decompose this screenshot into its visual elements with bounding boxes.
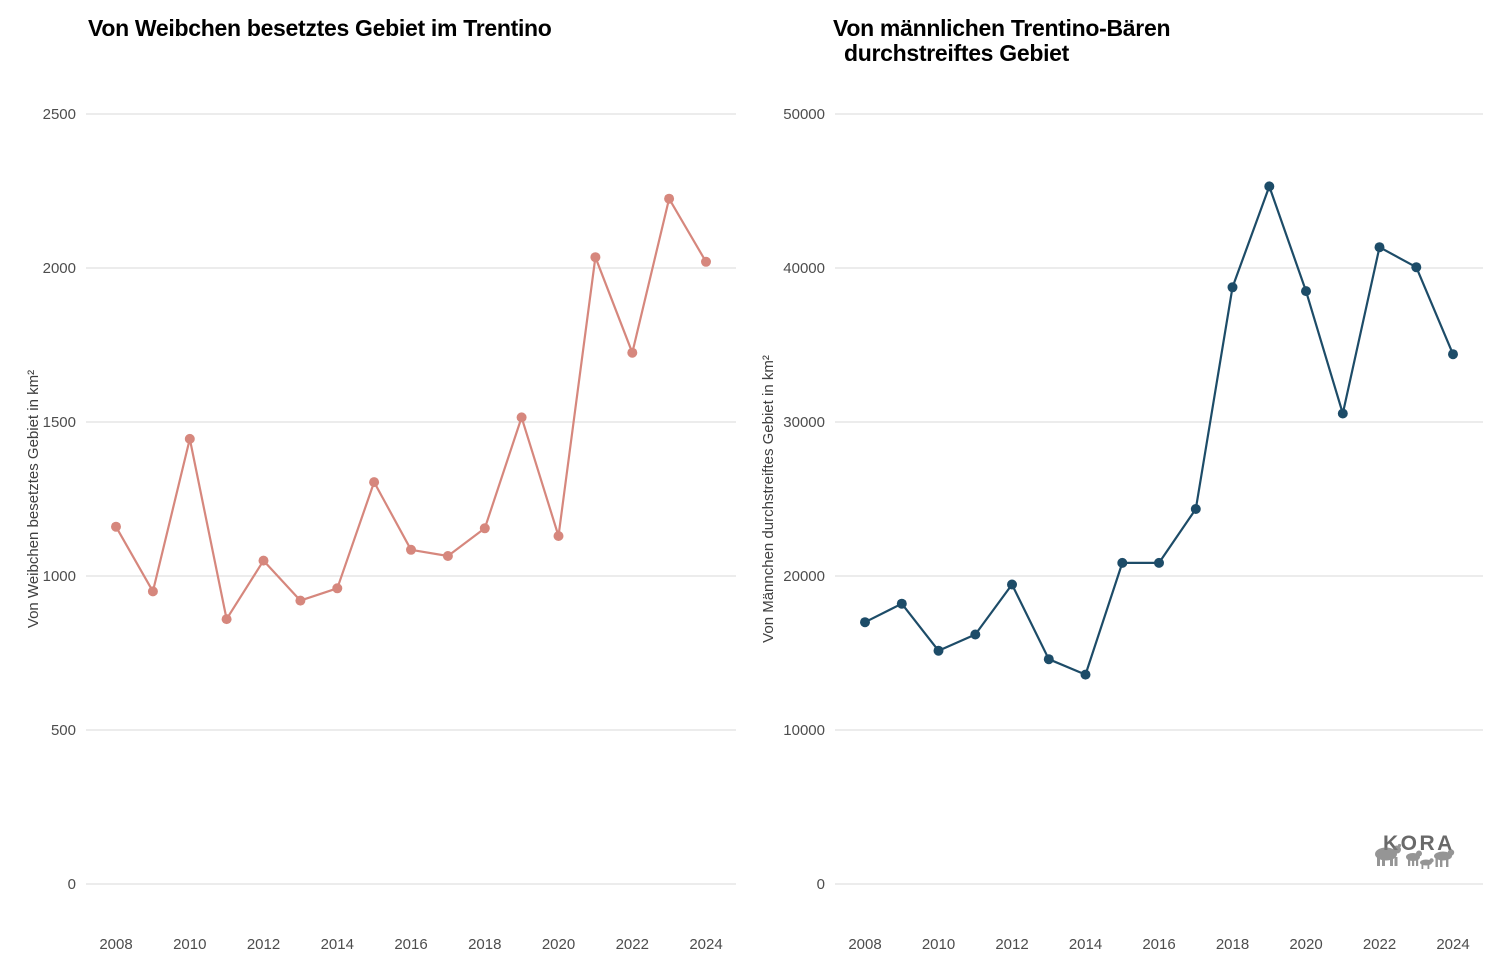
y-tick-label: 2000 — [43, 260, 76, 277]
data-point — [295, 595, 306, 606]
data-point — [1007, 579, 1017, 590]
data-point — [896, 598, 907, 609]
kora-logo: KORA — [1375, 832, 1455, 869]
data-point — [1043, 654, 1054, 665]
data-point — [369, 477, 380, 488]
x-tick-label: 2020 — [542, 936, 575, 953]
x-tick-label: 2008 — [99, 936, 132, 953]
x-tick-label: 2018 — [468, 936, 501, 953]
data-point — [184, 433, 195, 444]
x-tick-label: 2022 — [616, 936, 649, 953]
x-tick-label: 2022 — [1363, 936, 1396, 953]
data-point — [701, 256, 711, 267]
data-point — [1301, 286, 1311, 297]
y-tick-label: 0 — [68, 876, 76, 893]
x-tick-label: 2010 — [173, 936, 206, 953]
data-point — [1337, 408, 1348, 419]
x-tick-label: 2016 — [1142, 936, 1175, 953]
data-point — [147, 586, 158, 597]
data-point — [479, 523, 490, 534]
right-chart-title-line1: Von männlichen Trentino-Bären — [833, 15, 1170, 41]
series-line — [863, 185, 1455, 676]
data-point — [553, 531, 564, 541]
data-point — [516, 412, 527, 423]
data-point — [1264, 181, 1275, 192]
data-point — [970, 629, 981, 640]
series-line — [114, 197, 708, 621]
y-tick-label: 30000 — [783, 414, 825, 431]
chart-panel: 0 500 1000 1500 2000 2500 2008 2010 2012 2014 2016… — [43, 106, 736, 953]
y-tick-label: 40000 — [783, 260, 825, 277]
data-point — [332, 583, 343, 594]
data-point — [1411, 262, 1422, 273]
data-point — [860, 617, 870, 628]
chart-panel: 0 10000 20000 30000 40000 50000 2008 2010 2012 20… — [783, 106, 1483, 953]
y-tick-label: 0 — [817, 876, 825, 893]
data-point — [442, 551, 453, 561]
data-point — [1154, 557, 1164, 568]
chart-panels: 0 500 1000 1500 2000 2500 2008 2010 2012 2014 2016… — [43, 106, 1483, 953]
data-point — [1080, 669, 1091, 680]
left-chart-title: Von Weibchen besetztes Gebiet im Trentin… — [88, 15, 552, 41]
x-tick-label: 2016 — [394, 936, 427, 953]
animal-silhouettes-icon — [1375, 843, 1455, 869]
data-point — [627, 347, 638, 358]
data-point — [590, 252, 601, 263]
data-point — [664, 193, 675, 204]
data-point — [406, 544, 416, 555]
x-tick-label: 2012 — [247, 936, 280, 953]
right-y-axis-title: Von Männchen durchstreiftes Gebiet in km… — [760, 355, 777, 643]
y-tick-label: 1000 — [43, 568, 76, 585]
y-tick-label: 1500 — [43, 414, 76, 431]
right-chart-title-line2: durchstreiftes Gebiet — [844, 40, 1070, 66]
y-tick-label: 2500 — [43, 106, 76, 123]
data-point — [258, 555, 269, 566]
data-point — [933, 645, 944, 656]
y-tick-label: 20000 — [783, 568, 825, 585]
y-tick-label: 500 — [51, 722, 76, 739]
x-tick-label: 2014 — [1069, 936, 1102, 953]
data-point — [1448, 349, 1458, 360]
x-tick-label: 2018 — [1216, 936, 1249, 953]
left-y-axis-title: Von Weibchen besetztes Gebiet in km² — [25, 370, 42, 628]
data-point — [111, 521, 121, 532]
x-tick-label: 2024 — [1436, 936, 1469, 953]
data-point — [1190, 504, 1201, 514]
y-tick-label: 10000 — [783, 722, 825, 739]
x-tick-label: 2010 — [922, 936, 955, 953]
data-point — [1374, 242, 1385, 253]
x-tick-label: 2012 — [995, 936, 1028, 953]
x-tick-label: 2008 — [848, 936, 881, 953]
data-point — [1227, 282, 1238, 293]
y-tick-label: 50000 — [783, 106, 825, 123]
x-tick-label: 2020 — [1289, 936, 1322, 953]
data-point — [221, 614, 232, 625]
x-tick-label: 2014 — [321, 936, 354, 953]
data-point — [1117, 557, 1128, 568]
x-tick-label: 2024 — [689, 936, 722, 953]
